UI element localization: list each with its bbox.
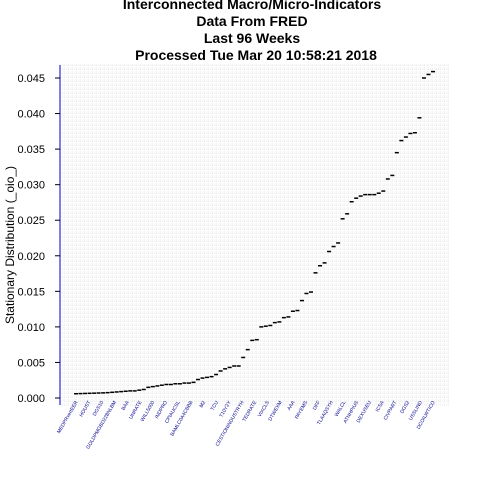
- x-tick-label: BAA: [121, 399, 132, 411]
- x-tick-label: PAYEMS: [294, 399, 310, 420]
- y-axis-label: Stationary Distribution (_oio_): [3, 166, 17, 324]
- x-tick-label: HOUST: [79, 400, 93, 418]
- title-line-2: Data From FRED: [196, 13, 307, 29]
- x-tick-label: DFF: [312, 400, 322, 411]
- data-points: [74, 70, 435, 395]
- x-tick-label: DGS2: [399, 400, 411, 415]
- y-tick-label: 0.005: [17, 357, 45, 369]
- y-tick-label: 0.010: [17, 322, 45, 334]
- y-tick-label: 0.020: [17, 251, 45, 263]
- y-tick-label: 0.030: [17, 180, 45, 192]
- y-tick-label: 0.015: [17, 286, 45, 298]
- chart-title: Interconnected Macro/Micro-Indicators Da…: [123, 0, 381, 63]
- y-tick-label: 0.035: [17, 144, 45, 156]
- title-line-3: Last 96 Weeks: [204, 30, 300, 46]
- x-tick-label: TCU: [210, 400, 221, 412]
- y-tick-label: 0.045: [17, 73, 45, 85]
- x-tick-label: ICSA: [375, 399, 386, 413]
- y-axis: 0.000 0.005 0.010 0.015 0.020 0.025 0.030 0.035…: [17, 65, 61, 405]
- y-tick-label: 0.025: [17, 215, 45, 227]
- x-tick-label: M2: [199, 400, 208, 409]
- y-tick-label: 0.040: [17, 109, 45, 121]
- title-line-4: Processed Tue Mar 20 10:58:21 2018: [135, 47, 377, 63]
- grid: [60, 64, 450, 406]
- y-tick-label: 0.000: [17, 393, 45, 405]
- x-tick-label: AAA: [286, 399, 297, 411]
- title-line-1: Interconnected Macro/Micro-Indicators: [123, 0, 381, 12]
